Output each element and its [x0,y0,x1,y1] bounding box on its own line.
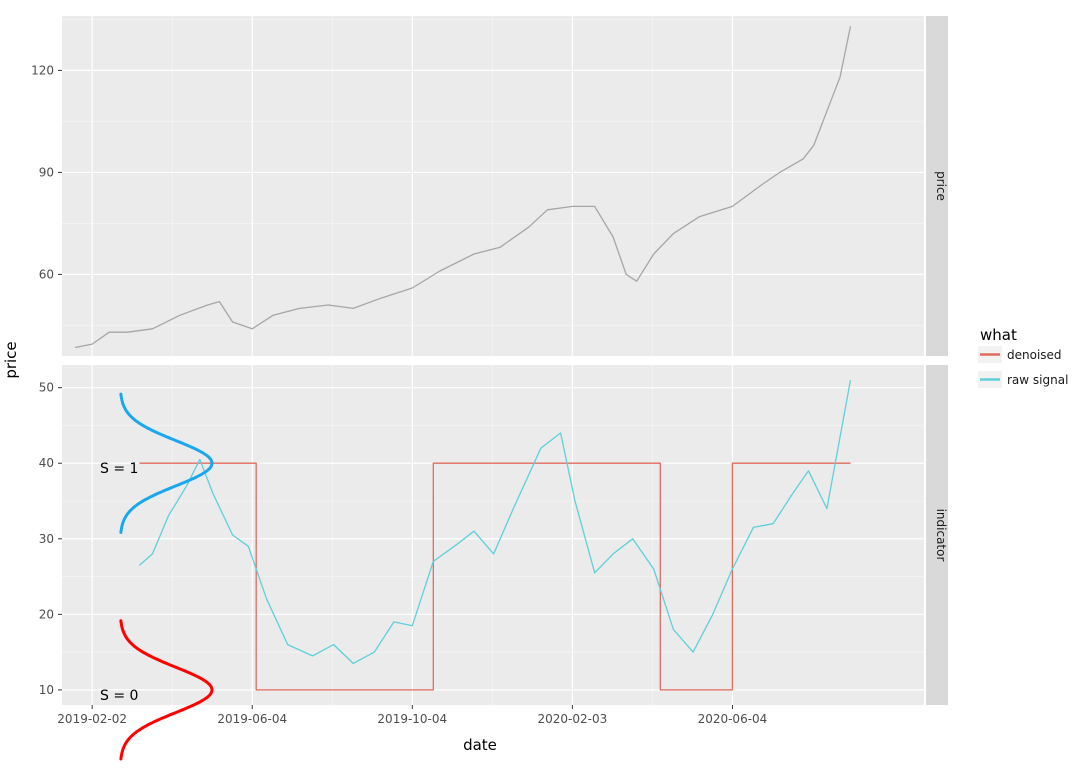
strip-price-label: price [934,171,948,201]
series-line-denoised [139,462,851,691]
strip-price-background [926,16,948,356]
y-tick-label: 90 [39,165,54,179]
legend-item-denoised: denoised [978,346,1062,363]
strip-indicator-background [926,365,948,705]
panel-price-y-axis: 60 90 120 [31,63,62,281]
state-distribution-curve-s1 [119,392,214,534]
x-tick-label: 2020-06-04 [698,712,768,726]
panel-indicator-series [138,379,852,691]
x-axis-title: date [463,736,497,754]
y-tick-label: 40 [39,456,54,470]
state-label-s1: S = 1 [100,461,138,477]
panel-price-background [62,16,924,356]
y-tick-label: 50 [39,381,54,395]
panel-price-series [74,26,852,349]
panel-price: 60 90 120 price [31,16,948,356]
state-annotations: S = 1 S = 0 [100,392,214,761]
strip-indicator-label: indicator [934,509,948,562]
state-label-s0: S = 0 [100,688,138,704]
legend-label-denoised: denoised [1007,348,1062,362]
y-tick-label: 30 [39,532,54,546]
legend-title: what [980,326,1017,344]
x-axis: 2019-02-02 2019-06-04 2019-10-04 2020-02-03… [57,705,767,726]
y-tick-label: 120 [31,63,54,77]
y-tick-label: 60 [39,267,54,281]
series-line-raw-signal [138,379,852,665]
legend: what denoised raw signal [978,326,1068,388]
x-tick-label: 2019-02-02 [57,712,127,726]
x-tick-label: 2019-10-04 [377,712,447,726]
panel-indicator-background [62,365,924,705]
panel-indicator: 10 20 30 40 50 indicator [39,365,948,705]
legend-item-raw-signal: raw signal [978,371,1068,388]
x-tick-label: 2020-02-03 [538,712,608,726]
series-line-price [74,26,852,349]
y-tick-label: 10 [39,683,54,697]
y-axis-title: price [2,341,20,378]
y-tick-label: 20 [39,607,54,621]
panel-indicator-y-axis: 10 20 30 40 50 [39,381,62,697]
state-distribution-curve-s0 [119,619,214,761]
x-tick-label: 2019-06-04 [217,712,287,726]
legend-label-raw-signal: raw signal [1007,373,1068,387]
